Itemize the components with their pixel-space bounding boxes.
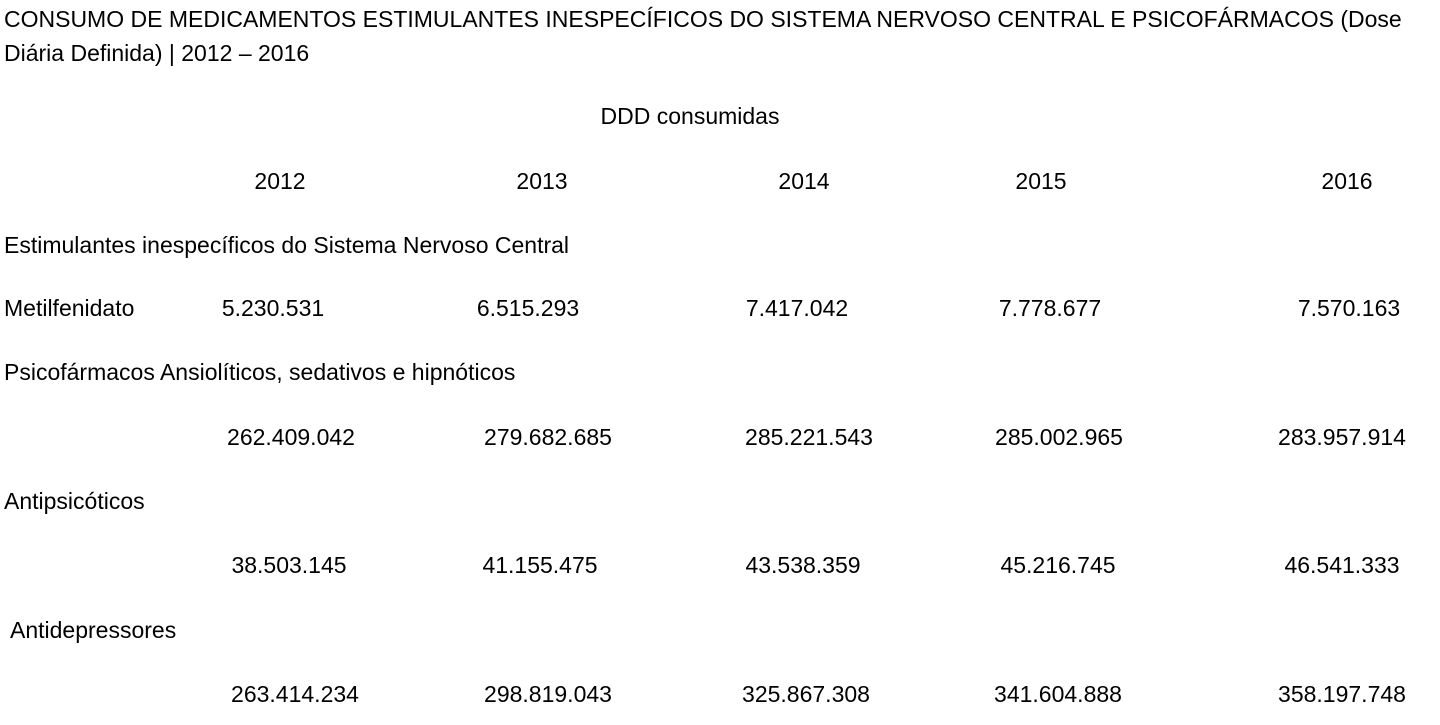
value-stimulants-2013: 6.515.293	[476, 295, 580, 321]
value-stimulants-2016: 7.570.163	[1297, 295, 1401, 321]
value-antidepressants-2016: 358.197.748	[1278, 681, 1406, 707]
year-header-2016: 2016	[1321, 168, 1373, 194]
year-header-2015: 2015	[1015, 168, 1067, 194]
value-antipsychotics-2014: 43.538.359	[745, 552, 861, 578]
year-header-2012: 2012	[254, 168, 306, 194]
section-heading-antipsychotics: Antipsicóticos	[4, 488, 145, 514]
section-heading-antidepressants: Antidepressores	[10, 617, 177, 643]
value-antidepressants-2013: 298.819.043	[484, 681, 612, 707]
document-title: CONSUMO DE MEDICAMENTOS ESTIMULANTES INE…	[4, 6, 1402, 66]
value-antidepressants-2012: 263.414.234	[231, 681, 359, 707]
value-anxiolytics-2013: 279.682.685	[484, 424, 612, 450]
value-stimulants-2015: 7.778.677	[998, 295, 1102, 321]
value-stimulants-2014: 7.417.042	[745, 295, 849, 321]
value-antidepressants-2014: 325.867.308	[742, 681, 870, 707]
value-antipsychotics-2013: 41.155.475	[482, 552, 598, 578]
value-antidepressants-2015: 341.604.888	[994, 681, 1122, 707]
section-heading-stimulants: Estimulantes inespecíficos do Sistema Ne…	[4, 232, 570, 258]
value-antipsychotics-2016: 46.541.333	[1284, 552, 1400, 578]
year-header-2014: 2014	[778, 168, 830, 194]
value-antipsychotics-2015: 45.216.745	[1000, 552, 1116, 578]
unit-header: DDD consumidas	[600, 103, 780, 129]
value-anxiolytics-2014: 285.221.543	[745, 424, 873, 450]
value-antipsychotics-2012: 38.503.145	[231, 552, 347, 578]
value-anxiolytics-2016: 283.957.914	[1278, 424, 1406, 450]
row-label-methylphenidate: Metilfenidato	[4, 295, 135, 321]
value-anxiolytics-2012: 262.409.042	[227, 424, 355, 450]
section-heading-anxiolytics: Psicofármacos Ansiolíticos, sedativos e …	[4, 359, 516, 385]
year-header-2013: 2013	[516, 168, 568, 194]
value-stimulants-2012: 5.230.531	[221, 295, 325, 321]
value-anxiolytics-2015: 285.002.965	[995, 424, 1123, 450]
